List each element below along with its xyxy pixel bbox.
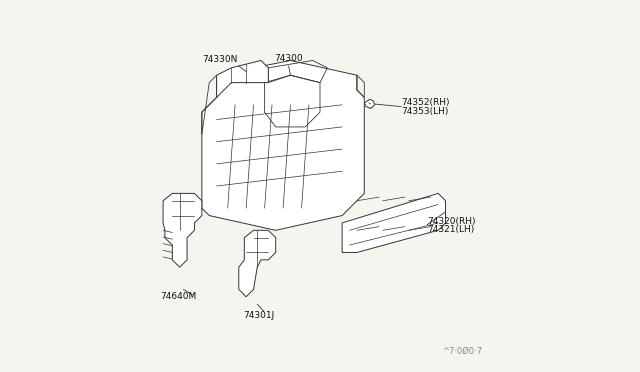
- Text: ^7·0Ø0·7: ^7·0Ø0·7: [442, 347, 483, 356]
- Text: 74301J: 74301J: [243, 311, 275, 320]
- Polygon shape: [202, 61, 364, 230]
- Polygon shape: [163, 193, 202, 267]
- Text: 74321(LH): 74321(LH): [427, 225, 474, 234]
- Polygon shape: [239, 230, 276, 297]
- Text: 74640M: 74640M: [160, 292, 196, 301]
- Polygon shape: [342, 193, 445, 253]
- Text: 74353(LH): 74353(LH): [401, 107, 449, 116]
- Text: 74330N: 74330N: [203, 55, 238, 64]
- Text: 74352(RH): 74352(RH): [401, 99, 450, 108]
- Polygon shape: [364, 99, 374, 109]
- Text: 74300: 74300: [275, 54, 303, 63]
- Polygon shape: [216, 61, 268, 97]
- Text: 74320(RH): 74320(RH): [427, 217, 476, 225]
